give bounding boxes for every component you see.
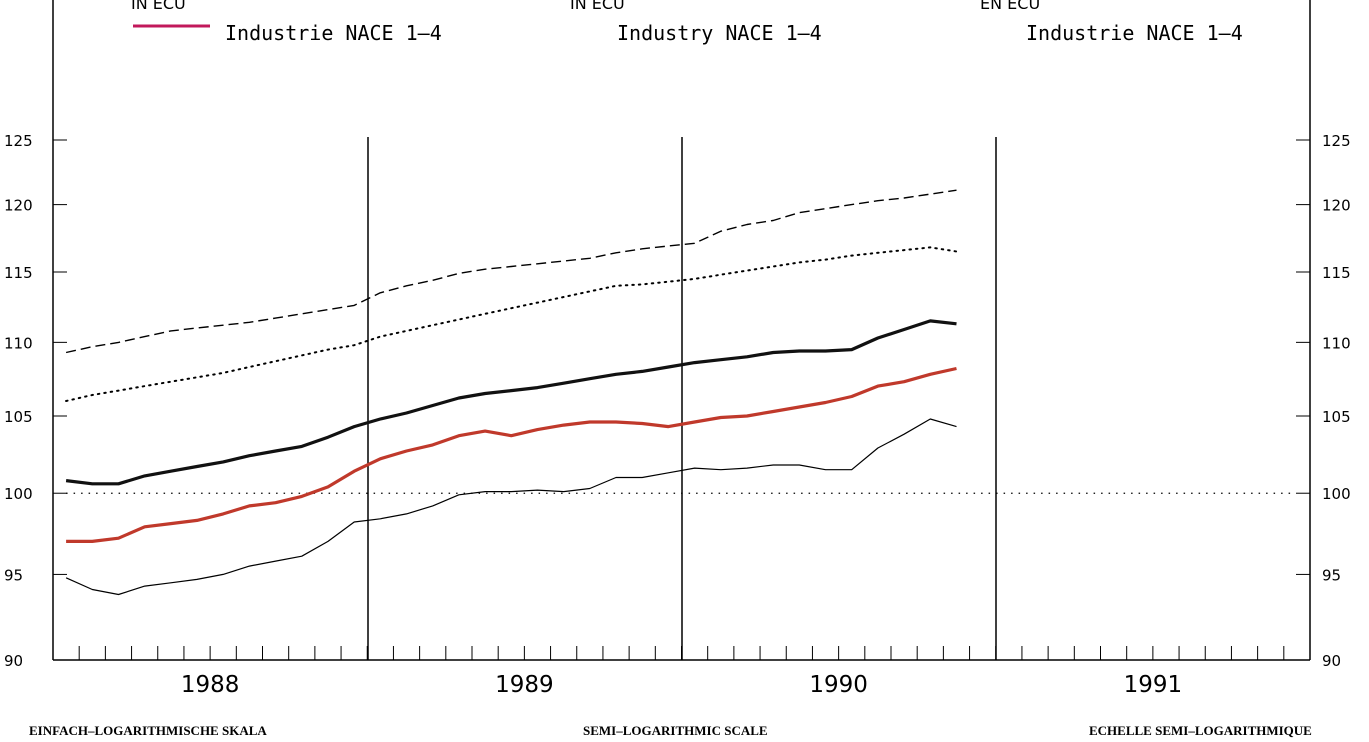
series-line-thick [65, 319, 957, 486]
year-label: 1989 [495, 672, 554, 698]
legend-label-de: Industrie NACE 1–4 [225, 21, 442, 45]
scale-label-en: SEMI–LOGARITHMIC SCALE [583, 723, 768, 738]
legend-label-en: Industry NACE 1–4 [617, 21, 822, 45]
series-line-red [66, 366, 957, 544]
y-tick-label-left: 110 [4, 334, 33, 352]
y-tick-label-right: 125 [1322, 132, 1351, 150]
y-tick-label-right: 110 [1322, 334, 1351, 352]
series-line-thin [65, 418, 957, 596]
header-cut-label-fr: EN ECU [980, 0, 1040, 13]
year-label: 1991 [1124, 672, 1183, 698]
axis-ticks: 90 90 95 95 100 100 105 105 110 110 115 115 120 120 12… [4, 132, 1351, 698]
y-tick-label-right: 115 [1322, 264, 1351, 282]
y-tick-label-right: 105 [1322, 408, 1351, 426]
year-label: 1990 [809, 672, 868, 698]
y-tick-label-left: 100 [4, 485, 33, 503]
legend-label-fr: Industrie NACE 1–4 [1026, 21, 1243, 45]
series-line-dashed [65, 189, 957, 354]
y-tick-label-left: 90 [4, 652, 23, 670]
header-cut-label-en: IN ECU [570, 0, 625, 13]
y-tick-label-left: 95 [4, 566, 23, 584]
series-line-dotted [65, 246, 958, 402]
y-tick-label-right: 100 [1322, 485, 1351, 503]
y-tick-label-right: 120 [1322, 197, 1351, 215]
y-tick-label-left: 115 [4, 264, 33, 282]
y-tick-label-right: 90 [1322, 652, 1341, 670]
y-tick-label-left: 125 [4, 132, 33, 150]
y-tick-label-left: 120 [4, 197, 33, 215]
y-tick-label-right: 95 [1322, 566, 1341, 584]
scale-label-de: EINFACH–LOGARITHMISCHE SKALA [29, 723, 267, 738]
y-tick-label-left: 105 [4, 408, 33, 426]
header-cut-label-de: IN ECU [131, 0, 186, 13]
scale-label-fr: ECHELLE SEMI–LOGARITHMIQUE [1089, 723, 1312, 738]
series-layer [65, 189, 1292, 596]
year-label: 1988 [181, 672, 240, 698]
